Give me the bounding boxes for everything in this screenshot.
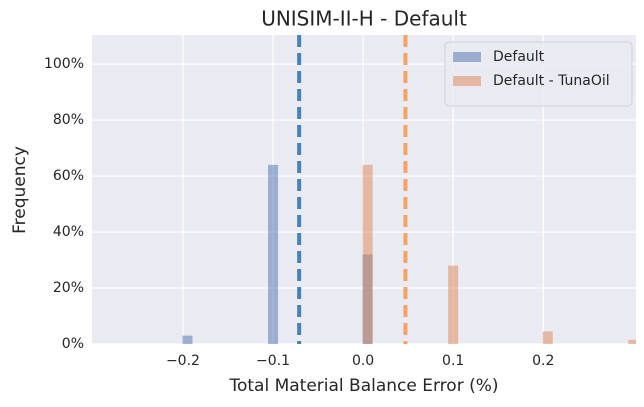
bar	[448, 265, 459, 344]
x-tick-label: −0.2	[166, 353, 200, 369]
bar	[628, 339, 636, 344]
y-tick-label: 80%	[53, 112, 84, 128]
legend-box	[444, 41, 633, 107]
x-tick-label: 0.1	[442, 353, 464, 369]
x-tick-label: −0.1	[256, 353, 290, 369]
bar	[362, 164, 373, 344]
y-tick-label: 100%	[44, 56, 84, 72]
y-tick-label: 40%	[53, 224, 84, 240]
y-tick-label: 0%	[62, 336, 84, 352]
legend-label: Default	[493, 49, 545, 65]
x-tick-label: 0.2	[532, 353, 554, 369]
y-axis-label: Frequency	[10, 146, 30, 234]
bar	[542, 331, 553, 344]
x-tick-label: 0.0	[352, 353, 374, 369]
labels: 0% 20% 40% 60% 80% 100% −0.2 −0.1 0.0 0.1 0.2 Defau…	[44, 41, 633, 369]
x-axis-label: Total Material Balance Error (%)	[228, 376, 498, 396]
legend-swatch	[453, 76, 481, 86]
chart-title: UNISIM-II-H - Default	[261, 7, 467, 31]
bar	[268, 164, 279, 344]
legend-swatch	[453, 52, 481, 62]
legend-label: Default - TunaOil	[493, 73, 610, 89]
y-tick-label: 60%	[53, 168, 84, 184]
bar	[182, 335, 193, 344]
marks	[182, 35, 636, 344]
legend: Default Default - TunaOil	[444, 41, 633, 107]
y-tick-label: 20%	[53, 280, 84, 296]
